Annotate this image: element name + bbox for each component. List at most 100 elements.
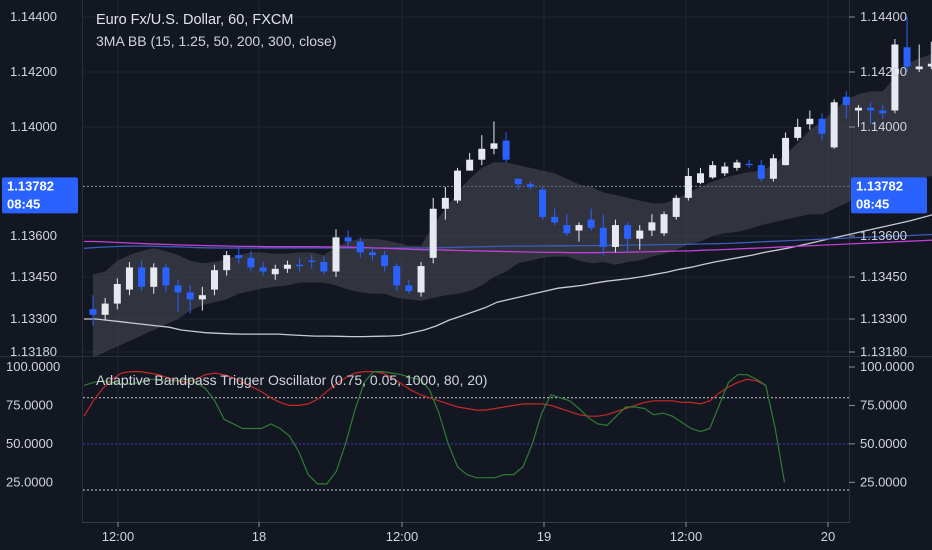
candle-body bbox=[417, 266, 425, 293]
osc-tick-left: 75.0000 bbox=[6, 397, 53, 412]
candle-body bbox=[235, 255, 243, 258]
candle-body bbox=[818, 118, 826, 134]
candle-body bbox=[927, 63, 932, 67]
time-tick-label: 12:00 bbox=[102, 529, 135, 544]
candle-body bbox=[247, 257, 255, 268]
candle-body bbox=[587, 219, 595, 228]
candle-body bbox=[223, 255, 231, 271]
price-tick-left: 1.14000 bbox=[10, 119, 57, 134]
osc-series-1 bbox=[83, 371, 786, 485]
candle-body bbox=[405, 285, 413, 291]
candle-body bbox=[283, 264, 291, 269]
candle-body bbox=[660, 214, 668, 234]
candle-body bbox=[478, 148, 486, 160]
candle-body bbox=[733, 162, 741, 168]
candle-body bbox=[174, 285, 182, 293]
price-tick-right: 1.14400 bbox=[860, 9, 907, 24]
candle-body bbox=[794, 127, 802, 138]
candle-body bbox=[186, 292, 194, 300]
candle-body bbox=[490, 143, 498, 149]
price-tick-right: 1.13180 bbox=[860, 344, 907, 359]
osc-tick-left: 25.0000 bbox=[6, 474, 53, 489]
candle-body bbox=[709, 165, 717, 178]
candle-body bbox=[101, 303, 109, 315]
candle-body bbox=[539, 189, 547, 217]
time-tick-label: 12:00 bbox=[386, 529, 419, 544]
candle-body bbox=[332, 237, 340, 272]
candle-body bbox=[842, 96, 850, 105]
candle-body bbox=[320, 261, 328, 272]
candle-body bbox=[697, 173, 704, 183]
candle-body bbox=[551, 216, 559, 223]
candle-body bbox=[721, 166, 729, 174]
indicator-label: 3MA BB (15, 1.25, 50, 200, 300, close) bbox=[96, 33, 336, 49]
osc-tick-left: 100.0000 bbox=[6, 359, 60, 374]
price-tick-right: 1.13450 bbox=[860, 269, 907, 284]
candle-body bbox=[891, 44, 899, 111]
labels: Euro Fx/U.S. Dollar, 60, FXCM 3MA BB (15… bbox=[96, 12, 487, 388]
last-price-badge-left bbox=[2, 177, 78, 214]
time-tick-label: 18 bbox=[252, 529, 266, 544]
candle-body bbox=[624, 225, 632, 239]
price-tick-right: 1.13600 bbox=[860, 228, 907, 243]
ma-blue-line bbox=[83, 233, 932, 249]
candle-body bbox=[429, 208, 437, 258]
candle-body bbox=[867, 107, 875, 111]
candle-body bbox=[356, 241, 364, 253]
osc-tick-right: 50.0000 bbox=[860, 436, 907, 451]
candle-body bbox=[599, 227, 607, 247]
price-tick-left: 1.13600 bbox=[10, 228, 57, 243]
candle-body bbox=[296, 264, 304, 267]
last-price-value-left: 1.13782 bbox=[7, 178, 54, 193]
oscillator-pane bbox=[83, 371, 849, 491]
osc-tick-right: 25.0000 bbox=[860, 474, 907, 489]
candle-body bbox=[526, 184, 534, 187]
candles[interactable] bbox=[89, 17, 932, 326]
price-tick-left: 1.13300 bbox=[10, 311, 57, 326]
candle-body bbox=[745, 163, 753, 166]
candle-body bbox=[162, 267, 170, 286]
price-tick-left: 1.14200 bbox=[10, 64, 57, 79]
last-price-value-right: 1.13782 bbox=[856, 178, 903, 193]
candle-body bbox=[502, 140, 510, 160]
axes: 1.13782 08:45 1.13782 08:45 1.14400 1.14400 1.… bbox=[2, 9, 927, 544]
countdown-right: 08:45 bbox=[856, 196, 889, 211]
candle-body bbox=[879, 110, 887, 114]
candle-body bbox=[211, 270, 218, 290]
candle-body bbox=[113, 284, 121, 304]
candle-body bbox=[125, 267, 133, 290]
osc-tick-right: 100.0000 bbox=[860, 359, 914, 374]
candle-body bbox=[368, 252, 376, 256]
candle-body bbox=[806, 118, 814, 125]
candle-body bbox=[611, 225, 619, 247]
ma-magenta-line bbox=[84, 239, 932, 254]
candle-body bbox=[757, 165, 765, 179]
ma-white-line bbox=[84, 214, 932, 338]
candle-body bbox=[381, 255, 389, 267]
candle-body bbox=[769, 158, 777, 179]
osc-series-0 bbox=[83, 371, 767, 417]
price-tick-right: 1.14000 bbox=[860, 119, 907, 134]
candle-body bbox=[198, 295, 206, 300]
price-tick-left: 1.14400 bbox=[10, 9, 57, 24]
price-tick-left: 1.13450 bbox=[10, 269, 57, 284]
candle-body bbox=[138, 267, 146, 287]
candle-body bbox=[344, 237, 352, 242]
candle-body bbox=[684, 176, 692, 198]
candle-body bbox=[393, 266, 401, 286]
oscillator-title: Adaptive Bandpass Trigger Oscillator (0.… bbox=[96, 372, 487, 388]
time-tick-label: 19 bbox=[537, 529, 551, 544]
candle-body bbox=[259, 267, 267, 272]
chart-title: Euro Fx/U.S. Dollar, 60, FXCM bbox=[96, 12, 293, 28]
candle-body bbox=[308, 260, 316, 262]
price-tick-right: 1.14200 bbox=[860, 64, 907, 79]
candle-body bbox=[672, 197, 680, 217]
candle-body bbox=[854, 107, 862, 111]
osc-tick-right: 75.0000 bbox=[860, 397, 907, 412]
last-price-badge-right bbox=[851, 177, 927, 214]
price-tick-left: 1.13180 bbox=[10, 344, 57, 359]
candle-body bbox=[466, 159, 474, 171]
moving-averages bbox=[83, 214, 932, 338]
time-tick-label: 12:00 bbox=[670, 529, 703, 544]
